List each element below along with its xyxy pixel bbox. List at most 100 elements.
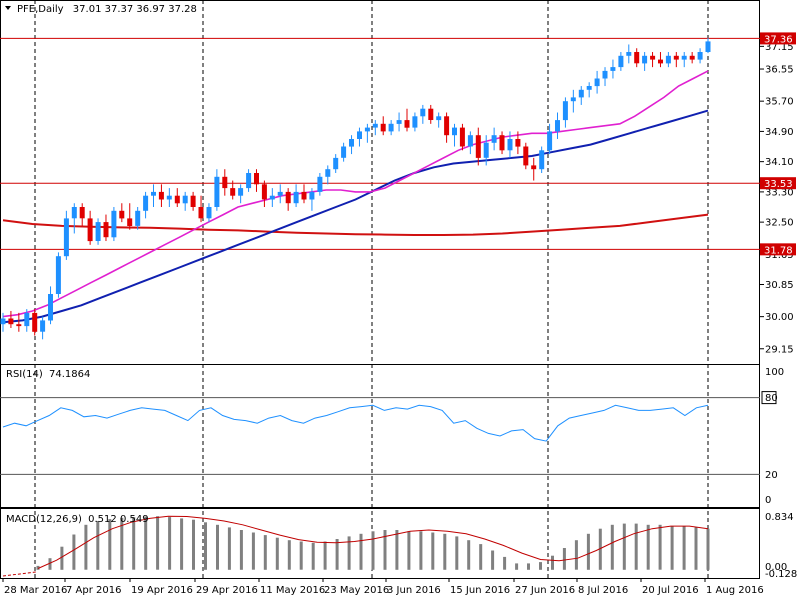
price-tick-label: 37.15 (765, 42, 794, 53)
moving-averages (2, 70, 709, 324)
candle-body (166, 195, 172, 200)
candle-body (357, 131, 362, 139)
price-tick-label: 30.00 (765, 312, 794, 323)
macd-bar (431, 532, 435, 570)
macd-bar (359, 533, 363, 570)
candle-body (523, 146, 529, 166)
macd-value: 0.512 0.549 (88, 514, 148, 525)
candle-body (309, 191, 315, 200)
candle-body (586, 86, 592, 90)
candle-body (618, 55, 624, 68)
macd-bar (96, 521, 100, 570)
candle-body (127, 218, 133, 226)
dropdown-triangle-icon[interactable] (5, 6, 11, 10)
price-tick-label: 36.55 (765, 65, 794, 76)
macd-plot (2, 515, 710, 577)
symbol: PFE (17, 4, 35, 15)
macd-bar (204, 522, 207, 570)
macd-bar (551, 555, 554, 570)
time-tick-label: 20 Jul 2016 (642, 585, 699, 596)
macd-axis-label: 0.834 (765, 512, 794, 523)
macd-bar (347, 536, 351, 570)
candle-body (8, 318, 14, 325)
candle-body (119, 210, 125, 219)
candle-body (491, 135, 497, 143)
macd-bar (168, 517, 172, 570)
candle-body (634, 52, 640, 64)
price-tick-label: 33.30 (765, 187, 794, 198)
level-tag: 33.53 (764, 179, 793, 190)
candle-body (697, 52, 703, 60)
candle-body (151, 191, 156, 196)
macd-bar (503, 556, 507, 570)
price-axis: 37.1536.5535.7034.9034.1033.3032.5031.65… (760, 32, 797, 580)
time-tick-label: 23 May 2016 (324, 585, 389, 596)
macd-bar (694, 527, 698, 570)
macd-title: MACD(12,26,9) 0.512 0.549 (6, 514, 149, 525)
candle-body (396, 120, 402, 124)
candle-body (412, 116, 418, 128)
macd-bar (144, 516, 148, 570)
level-tag-bg (760, 177, 796, 190)
candle-body (24, 312, 30, 327)
macd-bar (156, 516, 160, 570)
candle-body (499, 135, 505, 151)
vertical-separators (34, 0, 709, 578)
macd-bar (299, 541, 303, 570)
price-tick-label: 34.10 (765, 157, 794, 168)
macd-bar (658, 524, 662, 570)
candle-body (158, 191, 164, 200)
price-tick-label: 29.15 (765, 344, 794, 355)
macd-bar (539, 562, 542, 570)
candle-body (673, 55, 679, 60)
candle-body (689, 55, 695, 60)
candle-body (40, 320, 46, 332)
candle-body (174, 195, 180, 204)
time-tick-label: 15 Jun 2016 (450, 585, 510, 596)
candle-body (230, 188, 236, 196)
candle-body (515, 139, 521, 147)
macd-signal-start (2, 571, 37, 577)
main-title: PFE,Daily 37.01 37.37 36.97 37.28 (5, 4, 197, 15)
ma-mid-line (2, 109, 709, 324)
macd-bar (120, 517, 124, 570)
candle-body (261, 184, 267, 200)
time-tick-label: 27 Jun 2016 (515, 585, 575, 596)
time-tick-label: 28 Mar 2016 (4, 585, 67, 596)
rsi-axis-label: 100 (765, 367, 784, 378)
candle-body (103, 222, 109, 238)
candle-body (539, 150, 545, 170)
macd-bar (586, 533, 590, 570)
macd-bar (670, 526, 674, 570)
candle-body (198, 207, 204, 219)
rsi-line (2, 404, 709, 442)
macd-bar (479, 544, 483, 570)
rsi-axis-label: 20 (765, 470, 778, 481)
macd-bar (251, 532, 255, 570)
candle-body (452, 127, 457, 136)
macd-bar (132, 517, 136, 570)
candle-body (436, 116, 442, 121)
macd-bar (455, 536, 459, 570)
candle-body (364, 127, 370, 132)
candle-body (578, 89, 584, 98)
candle-body (349, 139, 354, 147)
price-tick-label: 30.85 (765, 280, 794, 291)
candle-body (626, 52, 632, 56)
macd-pane-frame (0, 508, 760, 579)
price-tick-label: 35.70 (765, 97, 794, 108)
macd-bar (419, 531, 423, 570)
macd-bar (682, 526, 686, 570)
candle-body (404, 120, 410, 128)
candle-body (570, 97, 576, 102)
candle-body (63, 218, 69, 257)
macd-bar (395, 530, 399, 570)
candle-body (372, 123, 378, 128)
macd-bar (287, 540, 291, 570)
time-tick-label: 7 Apr 2016 (66, 585, 121, 596)
macd-bar (622, 523, 626, 570)
candle-body (285, 191, 291, 204)
time-tick-label: 3 Jun 2016 (387, 585, 441, 596)
candle-body (555, 120, 560, 132)
macd-bar (72, 534, 76, 570)
